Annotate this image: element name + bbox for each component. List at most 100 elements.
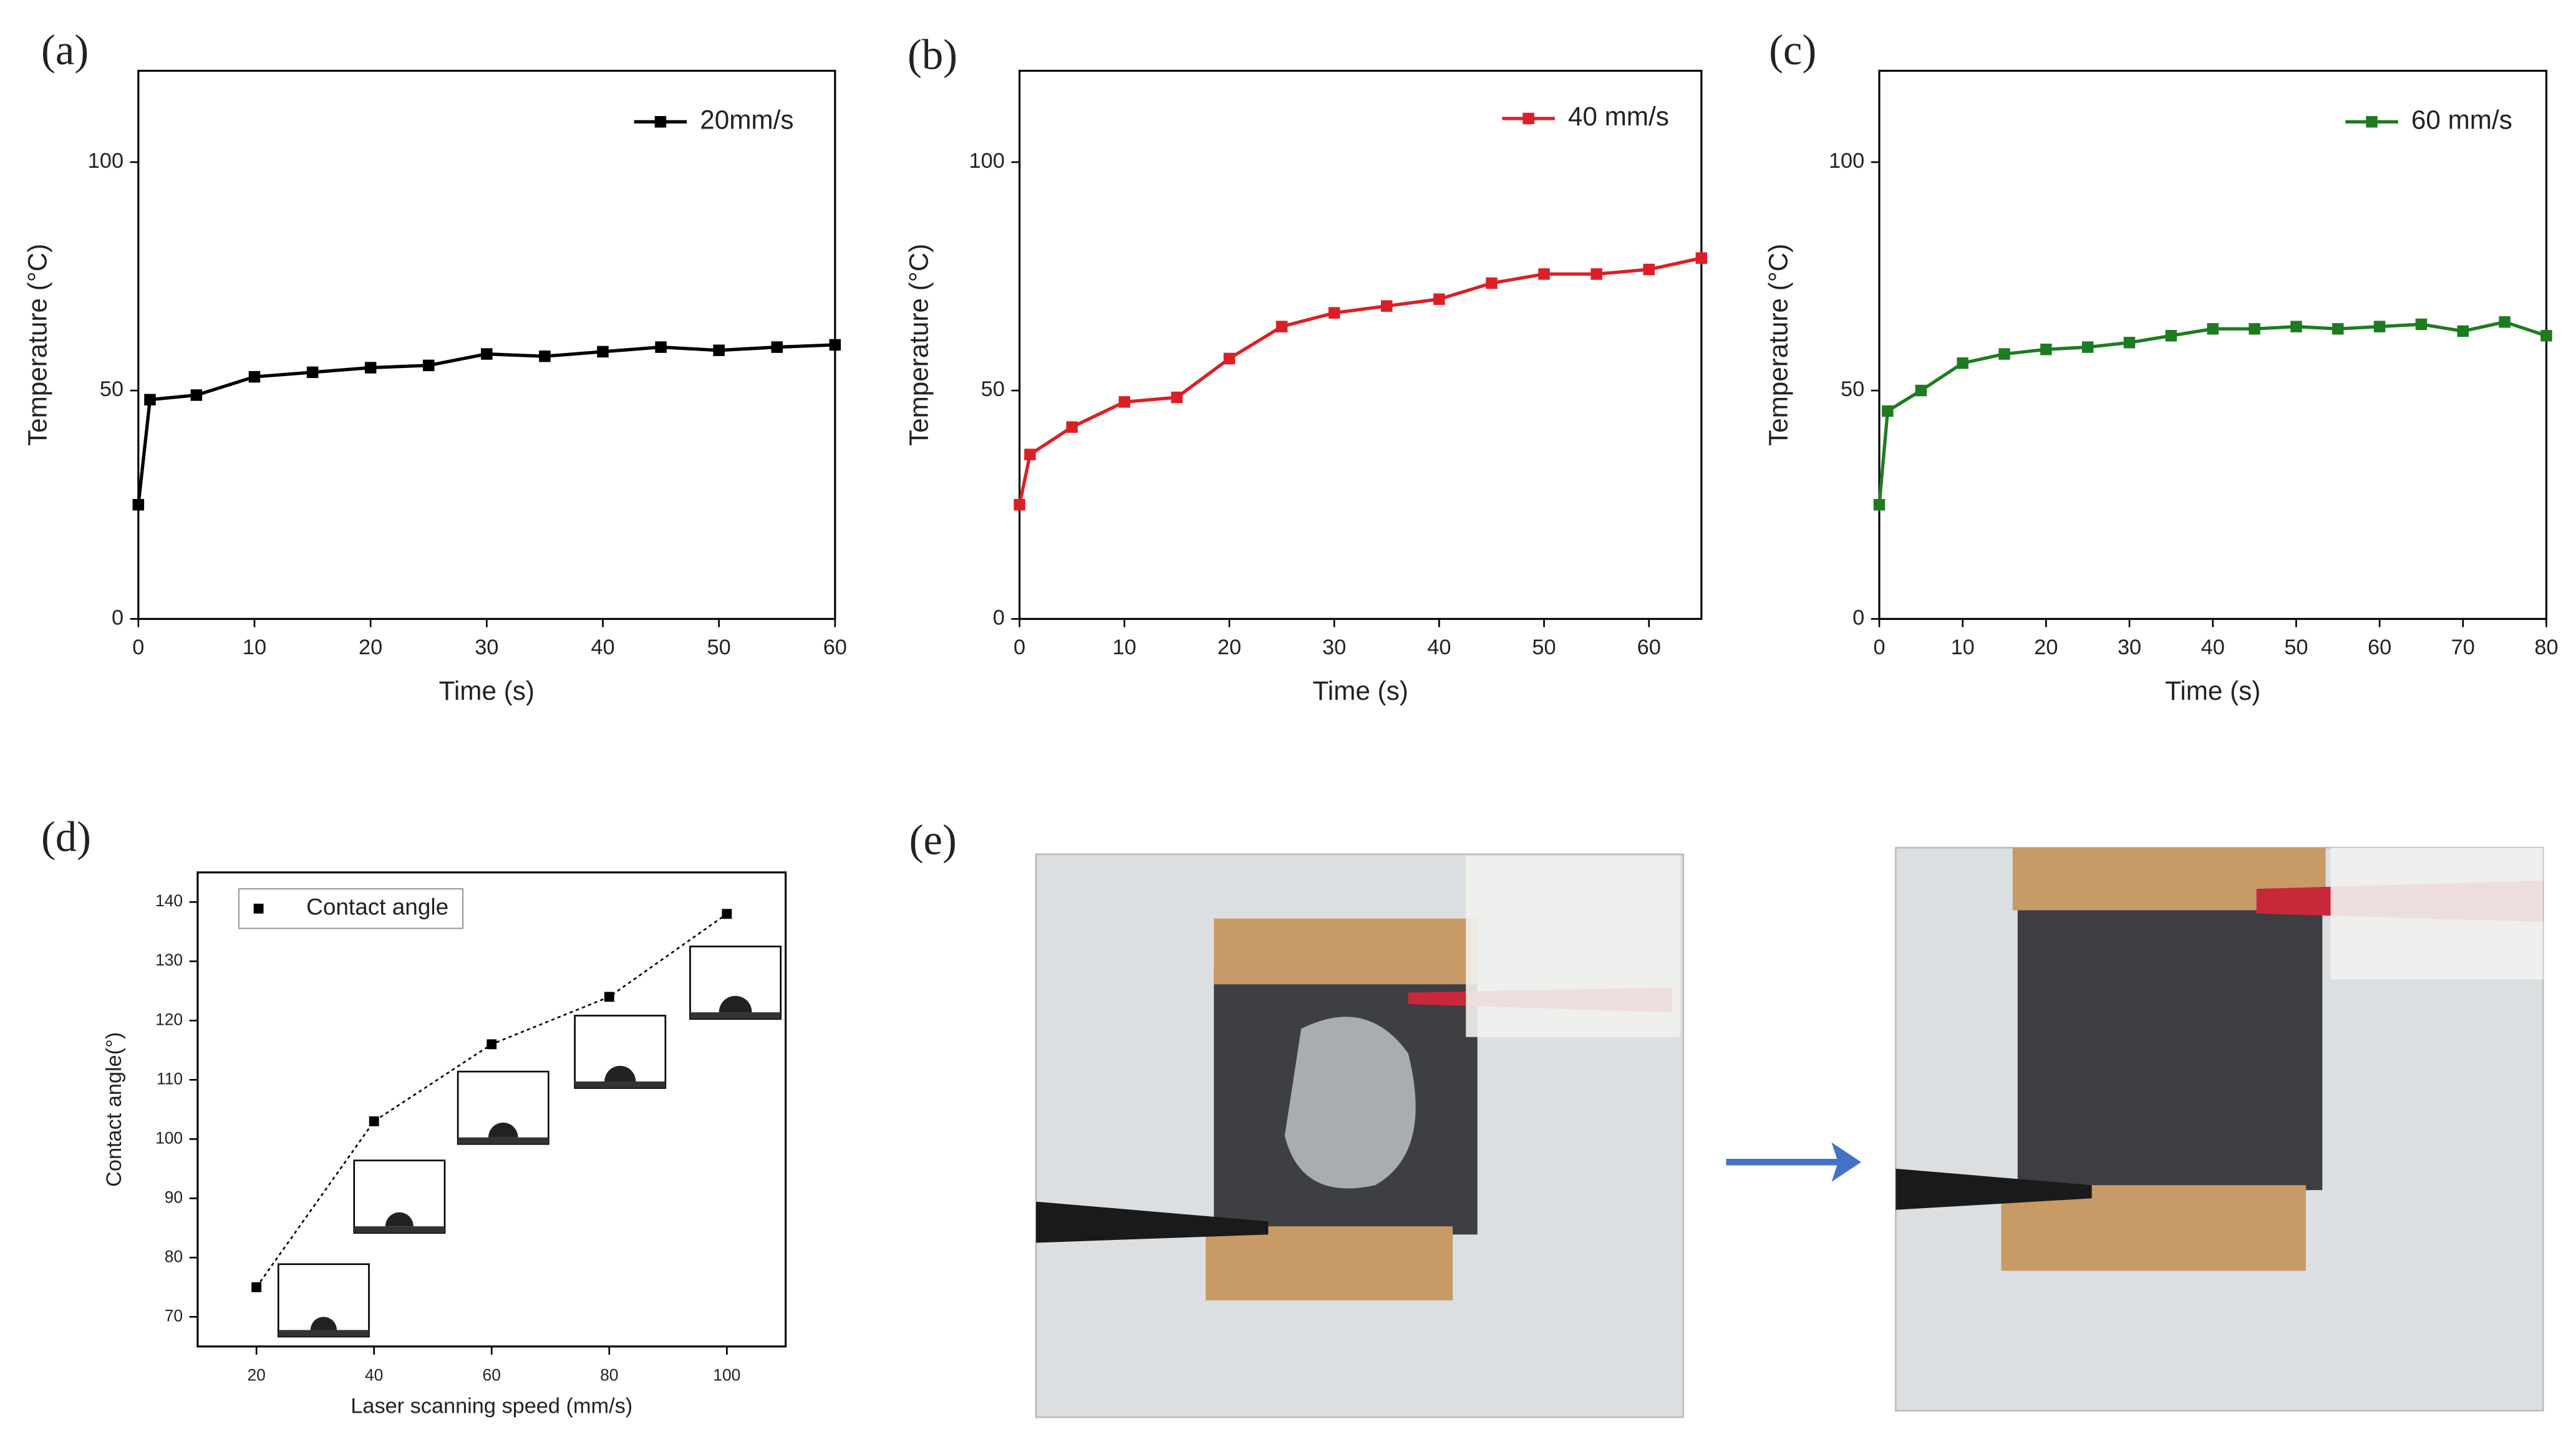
point bbox=[190, 389, 203, 401]
point bbox=[2499, 316, 2511, 328]
y-tick-label: 0 bbox=[112, 606, 123, 629]
y-tick-label: 0 bbox=[1852, 606, 1864, 629]
legend-marker bbox=[253, 903, 264, 914]
y-tick-label: 90 bbox=[165, 1188, 183, 1206]
point bbox=[369, 1116, 379, 1126]
y-tick-label: 130 bbox=[155, 951, 183, 969]
legend-box bbox=[238, 888, 464, 929]
droplet-substrate bbox=[690, 1012, 781, 1019]
y-tick-label: 100 bbox=[88, 149, 123, 173]
x-tick-label: 40 bbox=[1427, 636, 1451, 659]
x-tick-label: 70 bbox=[2451, 636, 2475, 659]
y-axis-label: Temperature (°C) bbox=[23, 244, 52, 446]
y-tick-label: 120 bbox=[155, 1010, 183, 1028]
point bbox=[487, 1039, 497, 1050]
legend-marker bbox=[2366, 116, 2378, 128]
x-tick-label: 40 bbox=[591, 636, 614, 659]
point bbox=[248, 370, 261, 383]
y-tick-label: 100 bbox=[1829, 149, 1864, 173]
droplet bbox=[488, 1122, 518, 1138]
y-tick-label: 50 bbox=[981, 377, 1005, 401]
point bbox=[2540, 330, 2552, 342]
x-tick-label: 0 bbox=[1873, 636, 1885, 659]
legend-label: 60 mm/s bbox=[2411, 105, 2512, 134]
point bbox=[713, 344, 725, 356]
point bbox=[1695, 252, 1708, 264]
point bbox=[1486, 277, 1498, 289]
panel-label: (a) bbox=[41, 26, 89, 74]
x-tick-label: 30 bbox=[2118, 636, 2141, 659]
legend-marker bbox=[1523, 112, 1534, 125]
point bbox=[2123, 337, 2136, 349]
x-tick-label: 60 bbox=[483, 1365, 501, 1384]
y-tick-label: 80 bbox=[165, 1247, 183, 1265]
photo-before bbox=[1035, 853, 1685, 1418]
droplet-substrate bbox=[354, 1226, 445, 1233]
point bbox=[2332, 323, 2344, 335]
point bbox=[2373, 321, 2386, 332]
y-axis-label: Temperature (°C) bbox=[904, 244, 933, 446]
legend-label: Contact angle bbox=[306, 894, 448, 920]
point bbox=[251, 1282, 262, 1292]
x-tick-label: 80 bbox=[2534, 636, 2558, 659]
droplet bbox=[385, 1212, 414, 1227]
point bbox=[1998, 348, 2010, 360]
y-tick-label: 100 bbox=[155, 1128, 183, 1147]
point bbox=[1882, 405, 1894, 417]
point bbox=[2415, 318, 2428, 331]
point bbox=[1276, 321, 1288, 332]
point bbox=[2081, 341, 2094, 353]
x-tick-label: 20 bbox=[1218, 636, 1241, 659]
x-axis-label: Time (s) bbox=[439, 676, 535, 705]
point bbox=[1915, 384, 1927, 397]
x-tick-label: 60 bbox=[2368, 636, 2391, 659]
droplet bbox=[719, 995, 752, 1013]
legend-label: 40 mm/s bbox=[1568, 102, 1669, 131]
plot-frame bbox=[1018, 69, 1703, 620]
x-tick-label: 10 bbox=[1113, 636, 1136, 659]
x-tick-label: 50 bbox=[707, 636, 731, 659]
point bbox=[144, 394, 156, 406]
point bbox=[1643, 263, 1655, 276]
x-tick-label: 30 bbox=[1322, 636, 1346, 659]
y-tick-label: 100 bbox=[969, 149, 1005, 173]
point bbox=[2290, 321, 2302, 332]
series-line bbox=[1877, 320, 2547, 505]
x-tick-label: 20 bbox=[359, 636, 382, 659]
x-tick-label: 20 bbox=[2034, 636, 2058, 659]
point bbox=[1118, 396, 1131, 408]
x-tick-label: 40 bbox=[2201, 636, 2225, 659]
x-tick-label: 20 bbox=[247, 1365, 265, 1384]
series-line bbox=[137, 343, 835, 505]
y-axis-label: Temperature (°C) bbox=[1764, 244, 1793, 446]
y-tick-label: 50 bbox=[1841, 377, 1864, 401]
point bbox=[1328, 307, 1340, 319]
legend-marker bbox=[654, 116, 667, 128]
y-tick-label: 0 bbox=[993, 606, 1005, 629]
point bbox=[1538, 268, 1550, 280]
x-axis-label: Time (s) bbox=[1313, 676, 1408, 705]
point bbox=[364, 362, 377, 374]
point bbox=[2040, 343, 2052, 356]
point bbox=[1957, 357, 1968, 369]
point bbox=[597, 346, 609, 358]
point bbox=[1433, 293, 1445, 305]
x-tick-label: 50 bbox=[1532, 636, 1556, 659]
point bbox=[132, 499, 145, 511]
point bbox=[306, 366, 319, 379]
point bbox=[2457, 325, 2469, 337]
droplet bbox=[604, 1065, 636, 1081]
point bbox=[604, 992, 614, 1002]
droplet-substrate bbox=[574, 1081, 666, 1088]
x-tick-label: 100 bbox=[713, 1365, 740, 1384]
point bbox=[771, 341, 783, 353]
arrow bbox=[1726, 1142, 1861, 1182]
point bbox=[2165, 330, 2177, 342]
x-tick-label: 60 bbox=[823, 636, 847, 659]
point bbox=[1591, 268, 1602, 280]
point bbox=[2207, 323, 2219, 335]
panel-label: (e) bbox=[909, 816, 957, 864]
point bbox=[1024, 448, 1036, 460]
x-tick-label: 60 bbox=[1637, 636, 1661, 659]
